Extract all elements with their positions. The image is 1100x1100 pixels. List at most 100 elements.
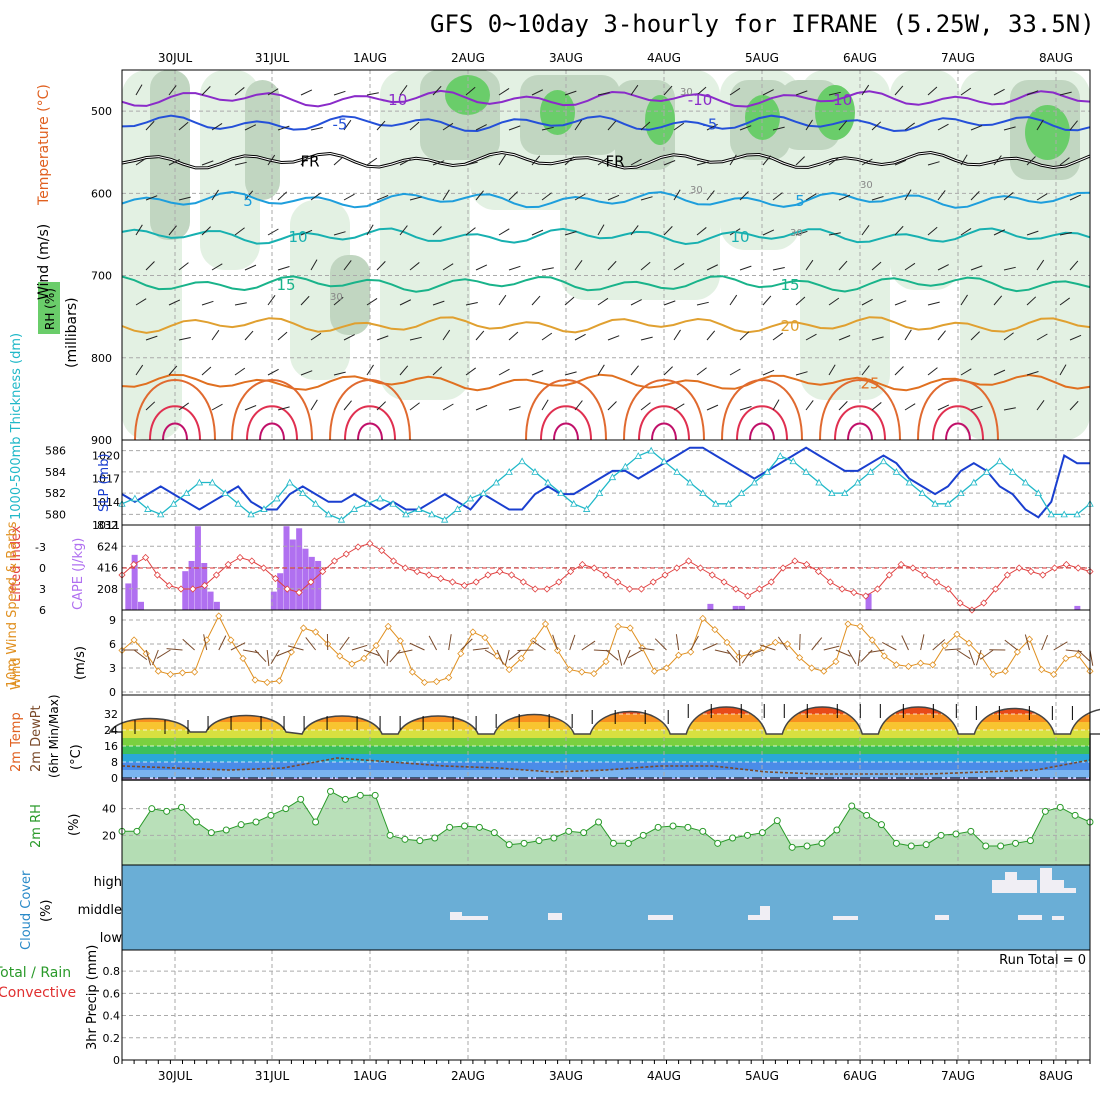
cape-bar [1074, 605, 1081, 610]
wind-barb [970, 405, 983, 411]
wind-barb [696, 227, 707, 236]
wind-barb [475, 404, 488, 411]
wind-speed-point [384, 622, 392, 630]
date-label-top: 4AUG [647, 51, 681, 65]
rh-contour-label: 30 [860, 180, 873, 191]
cloud-block [1040, 868, 1052, 893]
isotherm-label: 25 [860, 374, 879, 392]
wind-barb [640, 261, 651, 271]
wind-speed-point [1038, 666, 1046, 674]
run-total-label: Run Total = 0 [999, 953, 1086, 968]
wind-barb [904, 262, 916, 271]
lifted-index-point [425, 571, 433, 579]
lifted-index-point [755, 585, 764, 593]
surface-wind-barb [508, 649, 522, 661]
date-label-bottom: 2AUG [451, 1069, 485, 1083]
wind-barb [663, 366, 673, 376]
lifted-index-point [165, 581, 173, 590]
surface-wind-barb [133, 649, 148, 661]
surface-wind-barb [569, 634, 576, 651]
lifted-index-point [295, 588, 303, 597]
lifted-index-point [944, 585, 952, 593]
cape-bar [188, 560, 195, 610]
wind-barb [531, 295, 541, 306]
thickness-point [299, 489, 307, 497]
wind-barb [729, 87, 741, 96]
cloud-block [548, 913, 562, 920]
axis-label-total-rain: Total / Rain [0, 965, 71, 981]
wind-barb [409, 402, 420, 411]
lifted-index-point [177, 585, 185, 593]
rh-point [312, 818, 320, 826]
thickness-point [582, 505, 591, 512]
lifted-index-point [319, 567, 327, 576]
wind-barb [178, 196, 191, 201]
wind-barb [343, 260, 352, 271]
wind-barb [696, 86, 707, 96]
lifted-index-point [142, 553, 150, 562]
date-label-top: 2AUG [451, 51, 485, 65]
wind-barb [927, 226, 938, 236]
lifted-index-point [567, 567, 575, 576]
wind-barb [399, 299, 412, 306]
wind-barb [343, 334, 355, 341]
date-label-bottom: 30JUL [158, 1069, 193, 1083]
wind-barb [376, 261, 386, 271]
lifted-index-point [378, 546, 386, 555]
wind-speed-point [287, 648, 295, 656]
cloud-level-label: high [94, 875, 122, 890]
wind-barb [795, 230, 808, 236]
wind-barb [828, 364, 836, 376]
wind-speed-point [275, 677, 283, 685]
temp-tick-label: 0 [111, 772, 118, 785]
rh-point [222, 826, 230, 834]
wind-barb [871, 336, 884, 341]
isotherm-label: -5 [703, 115, 718, 133]
wind-barb [828, 297, 840, 306]
lifted-index-point [389, 557, 398, 565]
wind-speed-point [699, 614, 707, 622]
wind-barb [597, 224, 605, 236]
thickness-point [544, 478, 552, 486]
rh-area [122, 791, 1090, 865]
date-label-top: 8AUG [1039, 51, 1073, 65]
axis-label-2m-rh: 2m RH [29, 804, 44, 848]
wind-barb [861, 365, 870, 376]
wind-barb [630, 299, 642, 306]
thickness-point [608, 473, 617, 481]
wind-barb [1069, 194, 1082, 201]
wind-barb [409, 196, 422, 201]
wind-speed-point [723, 638, 731, 646]
thickness-point [466, 494, 475, 502]
surface-wind-barb [901, 635, 909, 651]
wind-barb [465, 86, 476, 96]
cloud-block [833, 916, 858, 920]
panel-frame [121, 949, 1091, 1061]
surface-wind-barb [1077, 649, 1090, 662]
wind-barb [267, 88, 279, 96]
wind-barb [145, 335, 158, 341]
wind-barb [432, 366, 443, 376]
wind-barb [597, 92, 610, 96]
wind-barb [178, 402, 190, 411]
thickness-point [995, 457, 1004, 465]
cloud-block [1064, 888, 1076, 893]
temp-color-band [122, 698, 1090, 706]
wind-barb [762, 229, 775, 236]
surface-wind-barb [741, 649, 752, 664]
wind-barb [762, 295, 772, 306]
lifted-index-point [366, 539, 374, 548]
isotherm-label: 5 [243, 192, 253, 210]
isotherm-loop [749, 422, 775, 441]
rh-point [609, 839, 617, 847]
surface-wind-barb [254, 649, 267, 663]
temp-color-band [122, 714, 1090, 722]
rh-area-mid [245, 80, 280, 200]
isotherm-loop [540, 405, 592, 441]
wind-barb [706, 264, 719, 271]
pressure-tick-label: 900 [91, 434, 112, 447]
surface-wind-barb [714, 649, 731, 655]
surface-wind-barb [835, 649, 851, 657]
rh-point [833, 826, 841, 834]
lifted-index-point [791, 557, 799, 565]
